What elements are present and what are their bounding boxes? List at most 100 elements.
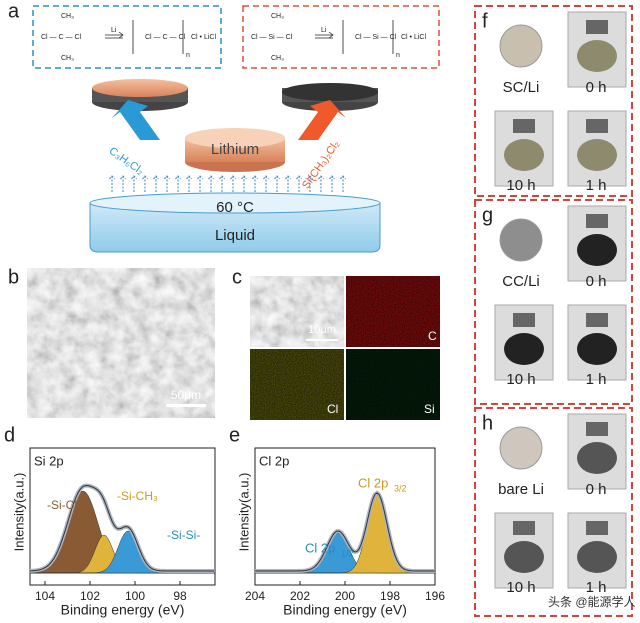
disk-label: Lithium: [211, 141, 259, 158]
clip: [586, 313, 608, 327]
vapor-arrow: [197, 175, 203, 192]
plot-title: Cl 2p: [259, 453, 289, 468]
reagent: C₃H₆Cl₂: [107, 145, 146, 177]
sample-disc: [499, 426, 543, 470]
tick-label: 202: [290, 589, 310, 603]
peak-label: -Si-CH₃: [117, 489, 158, 503]
photo-label: 10 h: [506, 177, 535, 194]
panel-letter: a: [8, 0, 20, 22]
vapor-arrow: [219, 175, 225, 192]
vapor-arrow: [252, 175, 258, 192]
axis-label: Binding energy (eV): [283, 602, 407, 618]
peak-label: -Si-Si-: [167, 528, 200, 542]
dish: [89, 192, 381, 214]
scheme: CH₃ Cl — C — Cl CH₃ Li Cl — C — Cl n Cl • LiCl: [41, 13, 216, 62]
vapor-arrow: [109, 175, 115, 192]
vapor-arrow: [164, 175, 170, 192]
sample: [577, 442, 617, 474]
arrow: [298, 100, 346, 140]
sample-disc: [499, 218, 543, 262]
clip: [513, 119, 535, 133]
sample: [577, 333, 617, 365]
photo-label: bare Li: [498, 481, 544, 498]
tick-label: 200: [335, 589, 355, 603]
formula: Cl • LiCl: [191, 34, 216, 41]
panel-letter: b: [8, 266, 19, 288]
formula: Cl — C — Cl: [145, 34, 186, 41]
axis-label: Intensity(a.u.): [11, 473, 26, 552]
formula: n: [186, 52, 190, 59]
formula: CH₃: [271, 55, 284, 62]
vapor-arrow: [153, 175, 159, 192]
envelope: [255, 492, 435, 572]
peak-label: 1/2: [341, 548, 354, 558]
tick-label: 100: [125, 589, 145, 603]
photo-label: 0 h: [586, 481, 607, 498]
peak-label: 3/2: [394, 483, 407, 493]
arrow: [315, 31, 334, 39]
clip: [513, 313, 535, 327]
scale-label: 50μm: [171, 388, 201, 402]
sample: [577, 40, 617, 72]
vapor-arrow: [175, 175, 181, 192]
arrow: [112, 100, 160, 140]
formula: Cl — Si — Cl: [355, 34, 397, 41]
scheme-box: [242, 5, 440, 69]
clip: [513, 521, 535, 535]
formula: n: [396, 52, 400, 59]
map-label: Si: [424, 402, 435, 416]
tick-label: 196: [425, 589, 445, 603]
photo-label: CC/Li: [502, 273, 540, 290]
sample: [504, 139, 544, 171]
sample: [577, 541, 617, 573]
plot-title: Si 2p: [34, 453, 64, 468]
scale-label: 10μm: [308, 324, 336, 336]
eds-map: [346, 276, 440, 347]
formula: CH₃: [61, 55, 74, 62]
vapor-arrow: [208, 175, 214, 192]
panel-letter: e: [229, 424, 240, 446]
clip: [586, 422, 608, 436]
photo-label: 0 h: [586, 273, 607, 290]
axes: [29, 447, 216, 586]
tick-label: 204: [245, 589, 265, 603]
envelope: [29, 484, 214, 572]
photo-label: 10 h: [506, 579, 535, 596]
vapor-arrow: [340, 175, 346, 192]
clip: [586, 214, 608, 228]
scheme-box: [32, 5, 222, 69]
panel-box: [474, 199, 633, 405]
peak-label: -Si-Cl: [47, 498, 77, 512]
photo-label: 1 h: [586, 579, 607, 596]
sample: [504, 541, 544, 573]
sample: [577, 234, 617, 266]
tick-label: 98: [173, 589, 187, 603]
formula: Li: [111, 27, 117, 34]
peak-label: Cl 2p: [358, 475, 388, 490]
formula: Cl — Si — Cl: [251, 34, 293, 41]
vapor-arrow: [186, 175, 192, 192]
panel-box: [474, 5, 633, 197]
photos: f SC/Li 0 h 10 h 1 h g CC/Li 0 h 10 h 1 h h bare Li…: [482, 10, 627, 596]
tick-label: 104: [35, 589, 55, 603]
photo-label: 1 h: [586, 371, 607, 388]
formula: Cl — C — Cl: [41, 34, 82, 41]
watermark: 头条 @能源学人: [548, 594, 636, 609]
map-label: Cl: [327, 402, 338, 416]
arrow: [105, 31, 124, 39]
vapor-arrow: [263, 175, 269, 192]
sample: [577, 139, 617, 171]
sem-image: [250, 276, 344, 347]
vapor-arrow: [230, 175, 236, 192]
eds-map: [250, 349, 344, 420]
vapor-arrow: [307, 175, 313, 192]
vapor-arrow: [274, 175, 280, 192]
panel-letter: c: [232, 266, 242, 288]
disk: [282, 83, 378, 101]
sem-image: [27, 268, 215, 418]
formula: CH₃: [271, 13, 284, 20]
map-label: C: [428, 329, 437, 343]
sample: [504, 333, 544, 365]
tick-label: 102: [80, 589, 100, 603]
vapor-arrow: [120, 175, 126, 192]
